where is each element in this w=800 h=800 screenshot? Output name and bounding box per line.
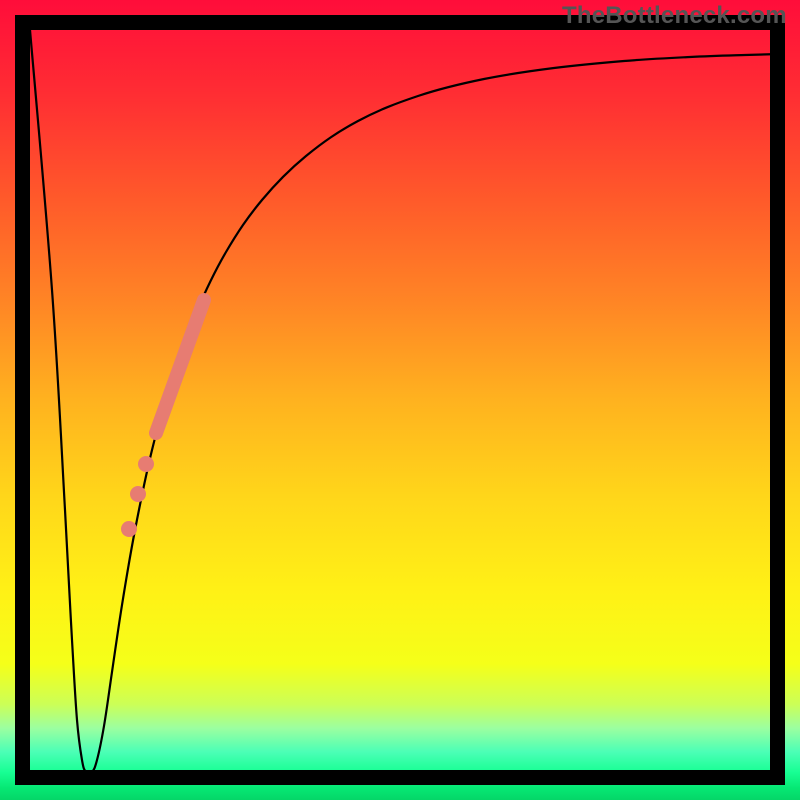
bottleneck-curve bbox=[30, 30, 780, 774]
chart-stage: TheBottleneck.com bbox=[0, 0, 800, 800]
highlight-dot bbox=[138, 456, 154, 472]
highlight-dots bbox=[121, 456, 154, 537]
highlight-dot bbox=[121, 521, 137, 537]
chart-svg bbox=[0, 0, 800, 800]
highlight-dot bbox=[130, 486, 146, 502]
watermark-text: TheBottleneck.com bbox=[562, 2, 787, 30]
highlight-segment bbox=[156, 300, 204, 433]
